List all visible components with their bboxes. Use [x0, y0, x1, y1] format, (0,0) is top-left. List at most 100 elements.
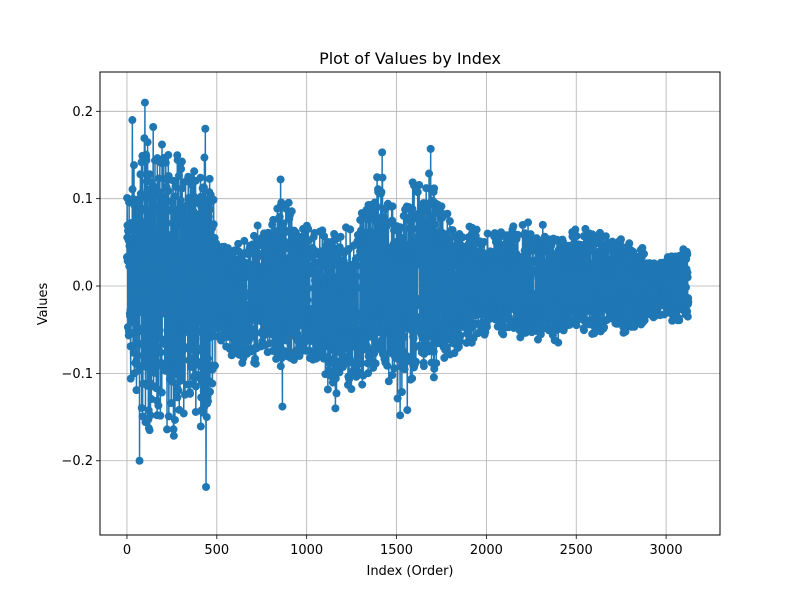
data-point: [169, 425, 178, 434]
data-point: [145, 426, 154, 435]
data-point: [683, 312, 692, 321]
data-point: [240, 236, 249, 245]
data-point: [630, 322, 639, 331]
data-point: [209, 195, 218, 204]
data-point: [190, 167, 199, 176]
data-point: [193, 328, 202, 337]
data-point: [413, 294, 422, 303]
data-point: [179, 409, 188, 418]
data-point: [206, 205, 215, 214]
data-point: [509, 222, 518, 231]
data-point: [437, 202, 446, 211]
data-point: [600, 323, 609, 332]
data-point: [408, 204, 417, 213]
x-tick-label: 500: [204, 543, 229, 558]
data-point: [427, 270, 436, 279]
data-point: [186, 230, 195, 239]
data-point: [138, 192, 147, 201]
data-point: [684, 297, 693, 306]
data-point: [440, 353, 449, 362]
data-point: [156, 411, 165, 420]
data-point: [276, 175, 285, 184]
data-point: [594, 278, 603, 287]
data-point: [162, 292, 171, 301]
data-point: [191, 382, 200, 391]
data-point: [127, 262, 136, 271]
data-point: [432, 359, 441, 368]
data-point: [437, 291, 446, 300]
data-point: [563, 275, 572, 284]
data-point: [388, 202, 397, 211]
data-point: [387, 285, 396, 294]
data-point: [378, 244, 387, 253]
data-point: [208, 379, 217, 388]
data-point: [152, 384, 161, 393]
x-tick-label: 0: [123, 543, 131, 558]
data-point: [380, 236, 389, 245]
data-point: [351, 281, 360, 290]
data-point: [388, 216, 397, 225]
data-point: [329, 316, 338, 325]
data-point: [161, 158, 170, 167]
data-point: [333, 279, 342, 288]
data-point: [186, 354, 195, 363]
chart-title: Plot of Values by Index: [319, 49, 501, 68]
data-point: [396, 411, 405, 420]
data-point: [336, 232, 345, 241]
data-point: [445, 217, 454, 226]
data-point: [177, 157, 186, 166]
data-point: [377, 335, 386, 344]
data-point: [425, 169, 434, 178]
data-point: [174, 171, 183, 180]
data-point: [145, 170, 154, 179]
data-point: [311, 298, 320, 307]
data-point: [270, 226, 279, 235]
data-point: [279, 219, 288, 228]
data-point: [411, 357, 420, 366]
data-point: [205, 387, 214, 396]
axis-ticks: 0 500 1000 1500 2000 2500 3000 −0.2 −0.1 0.0 0.1 0.…: [61, 105, 682, 558]
data-point: [154, 174, 163, 183]
data-point: [274, 315, 283, 324]
data-point: [151, 354, 160, 363]
data-point: [170, 192, 179, 201]
data-point: [521, 266, 530, 275]
data-point: [424, 249, 433, 258]
data-point: [132, 274, 141, 283]
data-point: [536, 330, 545, 339]
data-point: [371, 359, 380, 368]
data-point: [139, 243, 148, 252]
data-point: [151, 276, 160, 285]
data-point: [135, 456, 144, 465]
data-point: [397, 388, 406, 397]
data-point: [621, 327, 630, 336]
data-point: [566, 284, 575, 293]
data-point: [167, 399, 176, 408]
data-point: [136, 170, 145, 179]
data-point: [639, 249, 648, 258]
data-point: [172, 246, 181, 255]
data-point: [327, 298, 336, 307]
data-point: [182, 243, 191, 252]
data-point: [430, 184, 439, 193]
data-point: [124, 256, 133, 265]
data-point: [183, 215, 192, 224]
data-point: [616, 235, 625, 244]
data-point: [683, 250, 692, 259]
data-point: [201, 124, 210, 133]
x-tick-label: 3000: [650, 543, 683, 558]
data-point: [168, 326, 177, 335]
data-point: [366, 254, 375, 263]
data-point: [283, 335, 292, 344]
data-point: [173, 264, 182, 273]
data-point: [524, 284, 533, 293]
data-point: [227, 301, 236, 310]
data-point: [205, 174, 214, 183]
data-point: [211, 361, 220, 370]
data-point: [325, 337, 334, 346]
data-point: [471, 231, 480, 240]
data-point: [195, 226, 204, 235]
data-point: [141, 225, 150, 234]
data-point: [128, 185, 137, 194]
data-point: [458, 233, 467, 242]
